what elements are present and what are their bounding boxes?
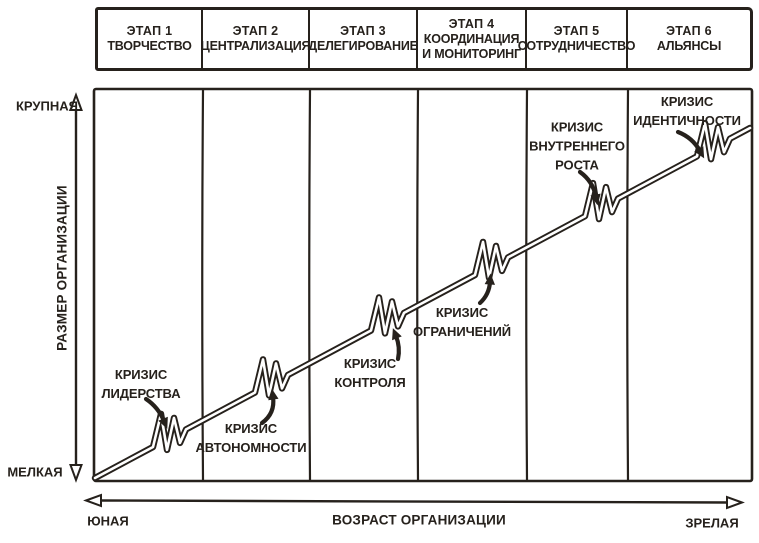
stage-box-2: ЭТАП 2 ЦЕНТРАЛИЗАЦИЯ <box>200 10 311 68</box>
x-axis-title: ВОЗРАСТ ОРГАНИЗАЦИИ <box>332 512 506 528</box>
crisis-label-control: КРИЗИС КОНТРОЛЯ <box>334 356 406 390</box>
stage-number: ЭТАП 2 <box>232 24 279 38</box>
stage-title: ЦЕНТРАЛИЗАЦИЯ <box>200 39 311 53</box>
crisis-arrow-1 <box>143 396 168 429</box>
x-axis-arrow <box>83 493 745 510</box>
crisis-arrow-shaft <box>259 394 276 426</box>
stage-box-4: ЭТАП 4 КООРДИНАЦИЯ И МОНИТОРИНГ <box>418 10 527 68</box>
y-axis-max-label: КРУПНАЯ <box>16 98 78 114</box>
stage-title: ДЕЛЕГИРОВАНИЕ <box>308 39 418 53</box>
stage-header: ЭТАП 1 ТВОРЧЕСТВО ЭТАП 2 ЦЕНТРАЛИЗАЦИЯ Э… <box>95 7 753 71</box>
plot-border <box>92 87 754 483</box>
crisis-arrow-4 <box>477 273 496 306</box>
stage-divider-5 <box>626 89 630 481</box>
stage-divider-1 <box>201 89 205 481</box>
crisis-arrow-head <box>158 416 168 429</box>
stage-box-6: ЭТАП 6 АЛЬЯНСЫ <box>628 10 750 68</box>
stage-title: КООРДИНАЦИЯ И МОНИТОРИНГ <box>422 31 521 61</box>
stage-number: ЭТАП 4 <box>448 16 495 31</box>
stage-divider-4 <box>525 89 529 481</box>
crisis-label-identity: КРИЗИС ИДЕНТИЧНОСТИ <box>633 94 741 128</box>
stage-title: АЛЬЯНСЫ <box>656 39 722 53</box>
crisis-arrow-shaft <box>675 129 703 154</box>
crisis-arrow-head <box>484 273 496 285</box>
stage-title: СОТРУДНИЧЕСТВО <box>517 39 636 53</box>
stage-number: ЭТАП 1 <box>126 24 173 38</box>
plot-frame <box>92 87 754 483</box>
x-axis-min-label: ЮНАЯ <box>87 513 129 529</box>
crisis-arrow-head <box>268 388 279 401</box>
crisis-arrow-2 <box>259 388 279 426</box>
crisis-label-leadership: КРИЗИС ЛИДЕРСТВА <box>101 367 181 401</box>
y-axis-title: РАЗМЕР ОРГАНИЗАЦИИ <box>54 185 70 351</box>
crisis-arrow-5 <box>577 169 601 206</box>
crisis-label-autonomy: КРИЗИС АВТОНОМНОСТИ <box>195 421 307 455</box>
stage-box-3: ЭТАП 3 ДЕЛЕГИРОВАНИЕ <box>308 10 418 68</box>
stage-box-1: ЭТАП 1 ТВОРЧЕСТВО <box>98 10 203 68</box>
y-axis-min-label: МЕЛКАЯ <box>7 464 63 480</box>
crisis-arrow-shaft <box>577 169 599 200</box>
stage-title: ТВОРЧЕСТВО <box>107 39 192 53</box>
growth-curve-layer <box>91 120 754 482</box>
crisis-arrow-6 <box>675 129 705 159</box>
stage-number: ЭТАП 3 <box>340 24 386 38</box>
crisis-arrow-shaft <box>477 279 493 306</box>
stage-box-5: ЭТАП 5 СОТРУДНИЧЕСТВО <box>518 10 635 68</box>
crisis-arrow-head <box>590 193 601 206</box>
crisis-label-internal-growth: КРИЗИС ВНУТРЕННЕГО РОСТА <box>529 119 625 173</box>
crisis-arrow-head <box>392 328 402 341</box>
stage-number: ЭТАП 5 <box>553 24 600 38</box>
stage-divider-2 <box>308 89 312 481</box>
crisis-arrow-head <box>694 146 705 159</box>
x-axis-max-label: ЗРЕЛАЯ <box>685 515 739 531</box>
y-axis-arrow <box>69 92 83 483</box>
stage-divider-3 <box>416 89 420 481</box>
crisis-arrow-3 <box>392 328 402 362</box>
crisis-arrow-layer <box>143 129 705 429</box>
crisis-label-limits: КРИЗИС ОГРАНИЧЕНИЙ <box>413 305 511 339</box>
growth-curve-inner <box>93 121 752 480</box>
stage-number: ЭТАП 6 <box>666 24 712 38</box>
